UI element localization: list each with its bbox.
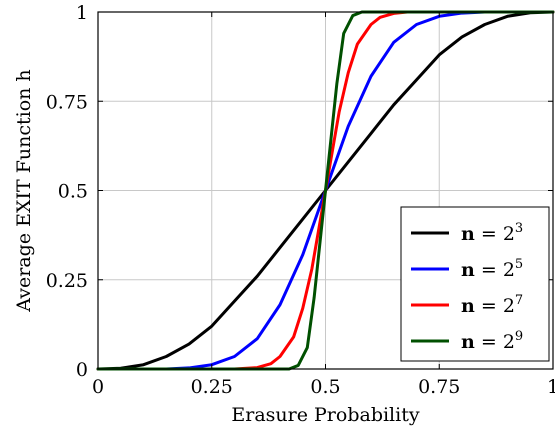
x-tick-label: 0 xyxy=(92,376,104,398)
tick-labels: 0 0.25 0.5 0.75 1 0 0.25 0.5 0.75 1 xyxy=(46,2,555,398)
legend: n = 23n = 25n = 27n = 29 xyxy=(400,206,550,362)
series-lines xyxy=(96,10,555,371)
legend-entry-var: n xyxy=(461,295,475,317)
legend-entry-eq: = 2 xyxy=(475,223,515,245)
legend-entry-exponent: 7 xyxy=(515,293,523,308)
y-tick-label: 1 xyxy=(76,2,88,24)
legend-entry-var: n xyxy=(461,259,475,281)
legend-entry-var: n xyxy=(461,331,475,353)
legend-entry-exponent: 5 xyxy=(515,257,523,272)
y-tick-label: 0 xyxy=(76,359,88,381)
y-tick-label: 0.75 xyxy=(46,91,88,113)
legend-entry: n = 23 xyxy=(461,221,523,245)
legend-entry-var: n xyxy=(461,223,475,245)
legend-entry: n = 29 xyxy=(461,329,523,353)
legend-entry-eq: = 2 xyxy=(475,331,515,353)
legend-entry-eq: = 2 xyxy=(475,295,515,317)
legend-entry-exponent: 3 xyxy=(515,221,523,236)
x-tick-label: 0.75 xyxy=(418,376,460,398)
legend-entry: n = 27 xyxy=(461,293,523,317)
y-axis-label: Average EXIT Function h xyxy=(13,69,35,312)
y-tick-label: 0.25 xyxy=(46,270,88,292)
x-axis-label: Erasure Probability xyxy=(231,404,419,426)
legend-entry-exponent: 9 xyxy=(515,329,523,344)
legend-entry-eq: = 2 xyxy=(475,259,515,281)
x-tick-label: 1 xyxy=(547,376,555,398)
x-tick-label: 0.25 xyxy=(191,376,233,398)
x-tick-label: 0.5 xyxy=(310,376,340,398)
legend-entry: n = 25 xyxy=(461,257,523,281)
y-tick-label: 0.5 xyxy=(58,181,88,203)
series-line-3 xyxy=(96,10,555,371)
